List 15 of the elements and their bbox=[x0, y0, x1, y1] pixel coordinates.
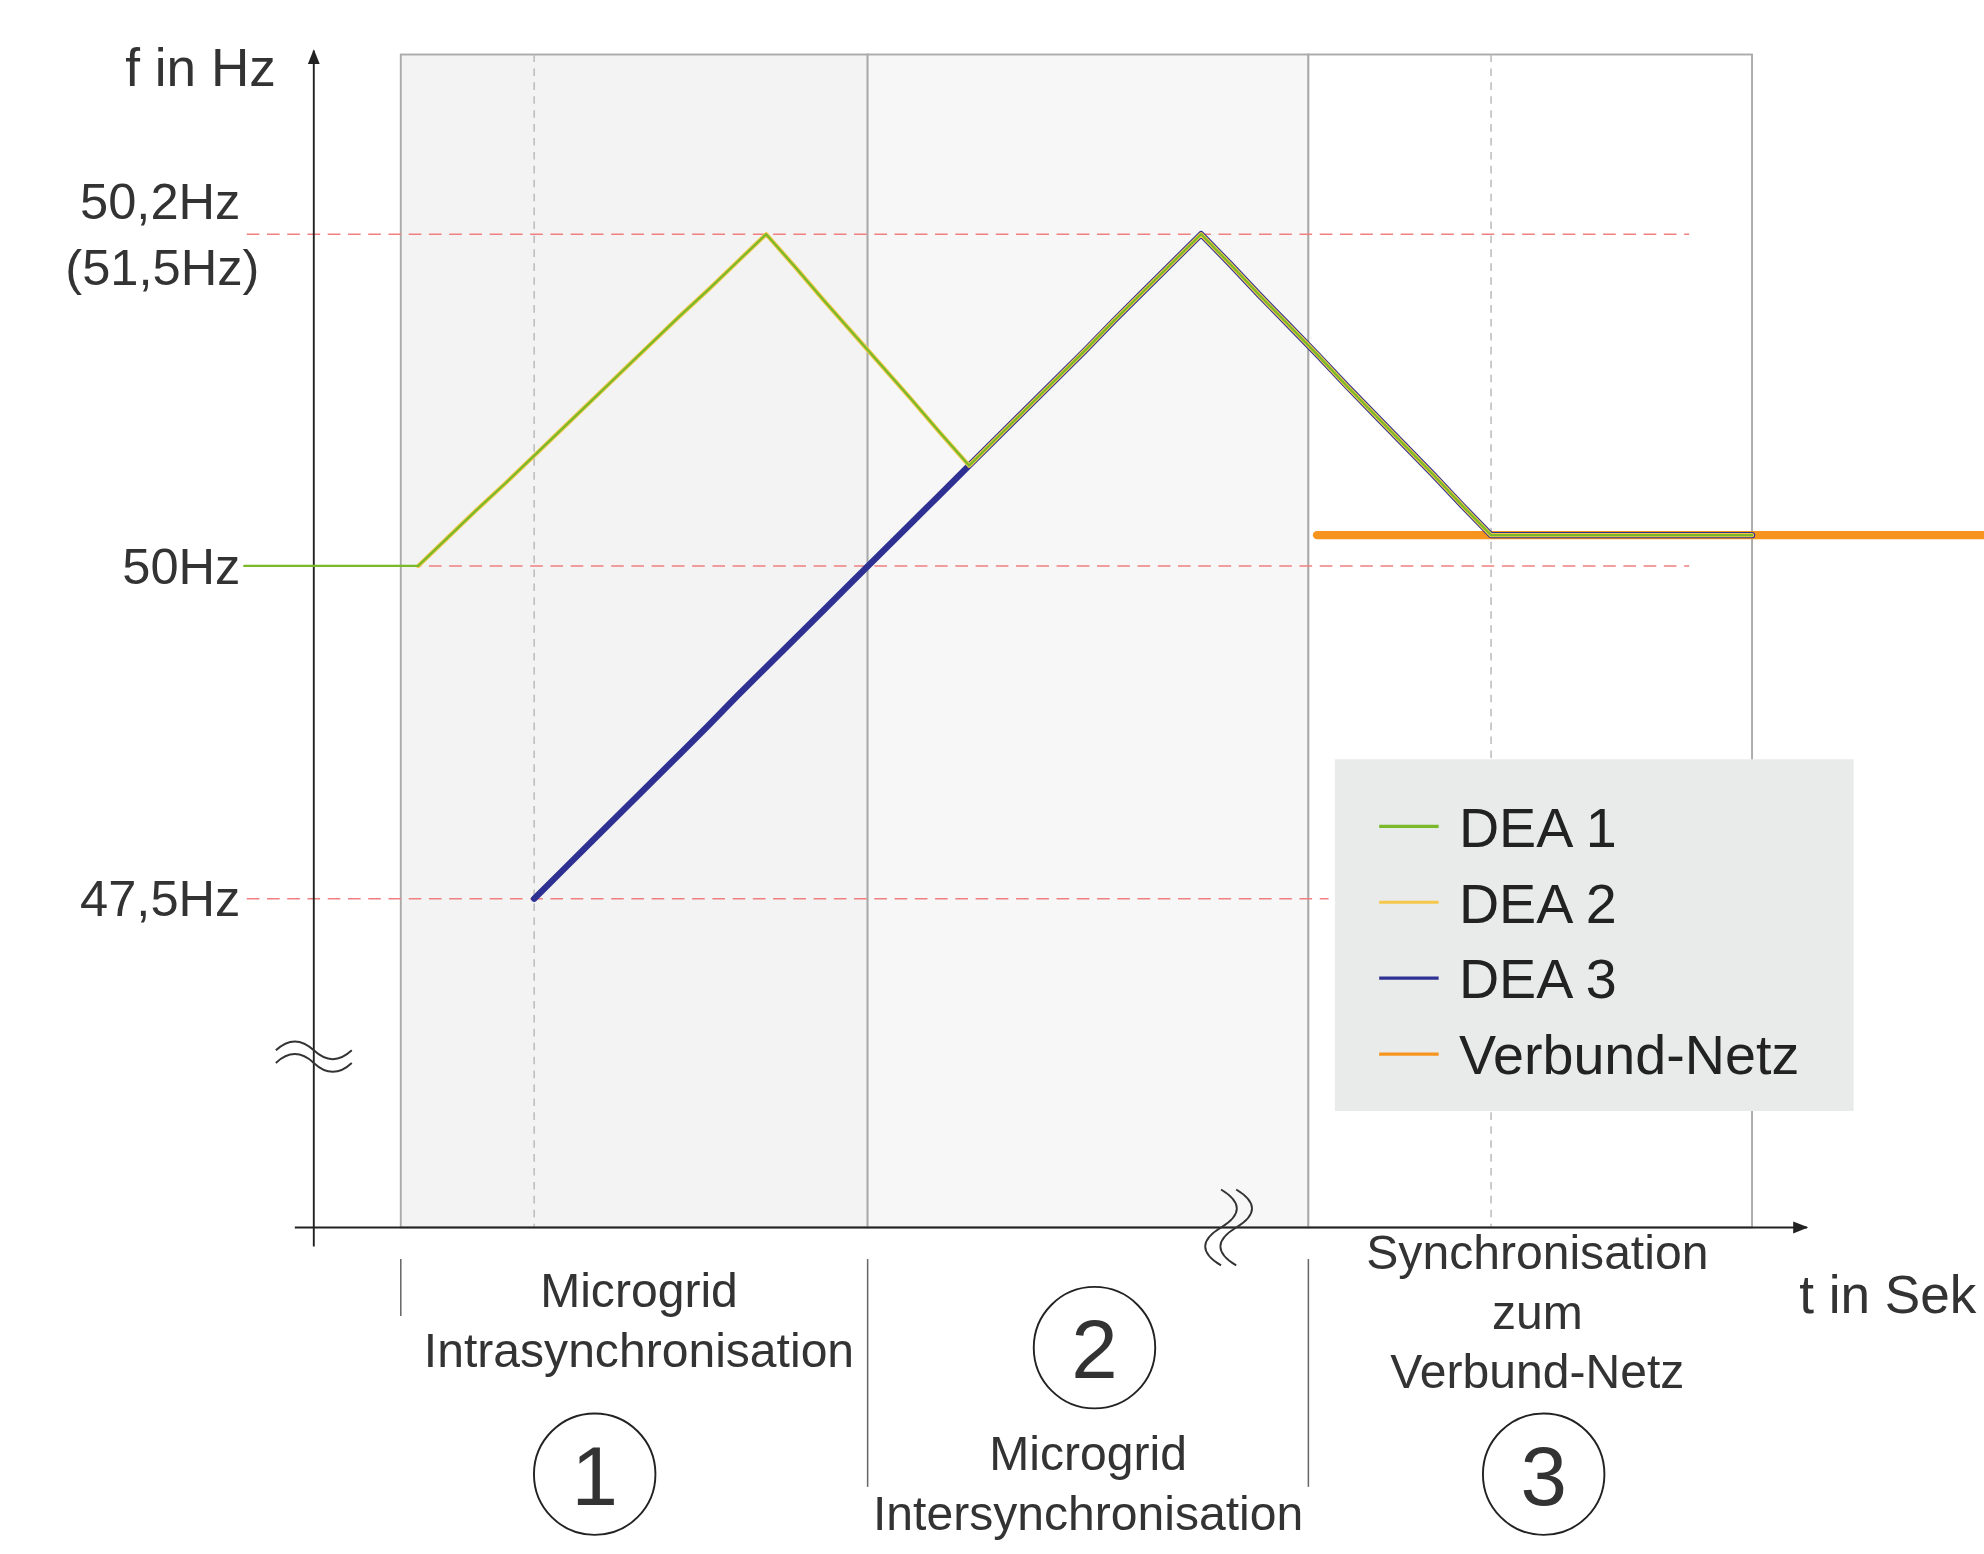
y-axis-title: f in Hz bbox=[125, 38, 276, 98]
text: Microgrid Intersynchronisation bbox=[873, 1426, 1304, 1540]
ref-line-label: 50Hz bbox=[122, 537, 241, 595]
legend-label: Verbund-Netz bbox=[1458, 1024, 1800, 1087]
annotation: Synchronisation zum Verbund-Netz bbox=[1366, 1225, 1709, 1399]
legend-label: DEA 1 bbox=[1458, 796, 1617, 859]
text: 1 bbox=[571, 1428, 618, 1523]
legend-label: DEA 3 bbox=[1458, 948, 1617, 1011]
text: 2 bbox=[1071, 1302, 1118, 1397]
x-axis-title: t in Sek bbox=[1799, 1265, 1977, 1325]
text: 3 bbox=[1520, 1428, 1567, 1523]
text: Microgrid Intrasynchronisation bbox=[423, 1263, 855, 1377]
ref-line-label: 47,5Hz bbox=[80, 870, 241, 928]
ref-line-label: 50,2Hz (51,5Hz) bbox=[65, 173, 260, 296]
legend-label: DEA 2 bbox=[1458, 872, 1617, 935]
